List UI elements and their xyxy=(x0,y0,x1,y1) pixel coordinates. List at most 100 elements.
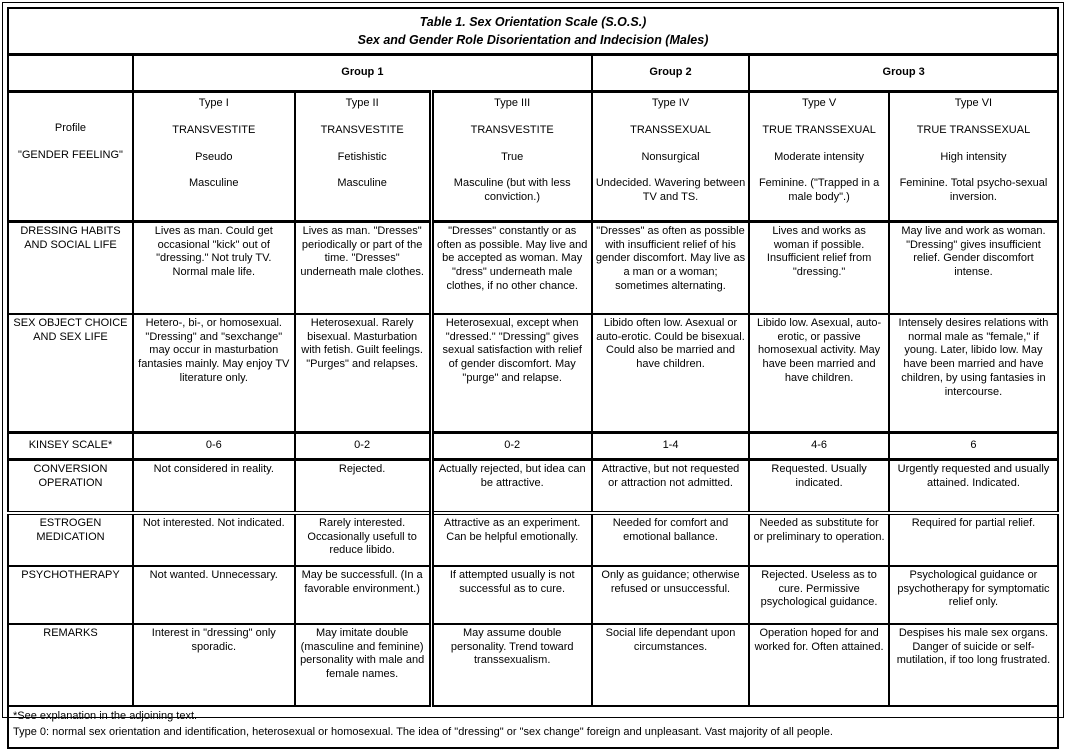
type-number: Type III xyxy=(494,97,531,109)
type-header-2: Type II TRANSVESTITE Fetishistic Masculi… xyxy=(293,90,433,223)
table-cell: 0-6 xyxy=(131,431,296,461)
table-cell: Not interested. Not indicated. xyxy=(131,511,296,567)
table-cell: Lives and works as woman if possible. In… xyxy=(748,220,890,315)
footnotes: *See explanation in the adjoining text. … xyxy=(7,704,1059,749)
table-cell: Needed for comfort and emotional ballanc… xyxy=(590,511,751,567)
type-feeling: Masculine xyxy=(189,177,239,190)
table-cell: Requested. Usually indicated. xyxy=(748,458,890,515)
table-cell: Lives as man. "Dresses" periodically or … xyxy=(293,220,433,315)
type-name: TRANSVESTITE xyxy=(320,123,404,136)
type-feeling: Feminine. Total psycho-sexual inversion. xyxy=(899,177,1048,203)
table-title-line-1: Table 1. Sex Orientation Scale (S.O.S.) xyxy=(419,14,647,29)
table-cell: May be successfull. (In a favorable envi… xyxy=(293,564,433,625)
type-number: Type IV xyxy=(651,97,690,109)
row-label: KINSEY SCALE* xyxy=(7,431,134,461)
type-name: TRANSVESTITE xyxy=(172,123,256,136)
row-label: DRESSING HABITS AND SOCIAL LIFE xyxy=(7,220,134,315)
table-cell: May assume double personality. Trend tow… xyxy=(428,622,593,707)
table-cell: Not considered in reality. xyxy=(131,458,296,515)
table-cell: Rarely interested. Occasionally usefull … xyxy=(293,511,433,567)
table-cell: Intensely desires relations with normal … xyxy=(887,312,1060,434)
table-cell: Operation hoped for and worked for. Ofte… xyxy=(748,622,890,707)
type-number: Type V xyxy=(801,97,837,109)
table-cell: Attractive, but not requested or attract… xyxy=(590,458,751,515)
table-cell: 4-6 xyxy=(748,431,890,461)
table-cell: Only as guidance; otherwise refused or u… xyxy=(590,564,751,625)
table-cell: 0-2 xyxy=(293,431,433,461)
group-header-empty xyxy=(7,53,134,93)
type-subtype: True xyxy=(501,150,524,163)
table-cell: Lives as man. Could get occasional "kick… xyxy=(131,220,296,315)
type-subtype: Nonsurgical xyxy=(641,150,700,163)
table-cell: "Dresses" constantly or as often as poss… xyxy=(428,220,593,315)
table-cell: Psychological guidance or psychotherapy … xyxy=(887,564,1060,625)
type-feeling: Feminine. ("Trapped in a male body".) xyxy=(758,177,880,203)
type-name: TRUE TRANSSEXUAL xyxy=(762,123,876,136)
type-name: TRANSVESTITE xyxy=(470,123,554,136)
table-cell: May imitate double (masculine and femini… xyxy=(293,622,433,707)
group-header-3: Group 3 xyxy=(748,53,1059,93)
group-header-1: Group 1 xyxy=(131,53,593,93)
table-cell: Urgently requested and usually attained.… xyxy=(887,458,1060,515)
table-cell: Hetero-, bi-, or homosexual. "Dressing" … xyxy=(131,312,296,434)
profile-header-row: Profile "GENDER FEELING" Type I TRANSVES… xyxy=(7,90,1060,223)
table-cell: If attempted usually is not successful a… xyxy=(428,564,593,625)
table-cell: Not wanted. Unnecessary. xyxy=(131,564,296,625)
table-cell: Heterosexual, except when "dressed." "Dr… xyxy=(428,312,593,434)
type-name: TRANSSEXUAL xyxy=(630,123,711,136)
table-cell: May live and work as woman. "Dressing" g… xyxy=(887,220,1060,315)
group-header-row: Group 1 Group 2 Group 3 xyxy=(7,53,1059,93)
sos-table: Table 1. Sex Orientation Scale (S.O.S.) … xyxy=(7,7,1060,749)
table-row-sex-object: SEX OBJECT CHOICE AND SEX LIFE Hetero-, … xyxy=(7,312,1060,434)
type-feeling: Masculine (but with less conviction.) xyxy=(453,177,571,203)
type-subtype: Moderate intensity xyxy=(774,150,865,163)
type-header-4: Type IV TRANSSEXUAL Nonsurgical Undecide… xyxy=(590,90,751,223)
table-cell: "Dresses" as often as possible with insu… xyxy=(590,220,751,315)
table-cell: Actually rejected, but idea can be attra… xyxy=(428,458,593,515)
table-cell: Interest in "dressing" only sporadic. xyxy=(131,622,296,707)
table-cell: Required for partial relief. xyxy=(887,511,1060,567)
type-number: Type VI xyxy=(954,97,993,109)
type-feeling: Undecided. Wavering between TV and TS. xyxy=(595,177,746,203)
footnote-row: *See explanation in the adjoining text. … xyxy=(7,704,1059,749)
row-label: PSYCHOTHERAPY xyxy=(7,564,134,625)
table-cell: 0-2 xyxy=(428,431,593,461)
table-cell: Social life dependant upon circumstances… xyxy=(590,622,751,707)
row-label: SEX OBJECT CHOICE AND SEX LIFE xyxy=(7,312,134,434)
type-subtype: Pseudo xyxy=(195,150,233,163)
type-number: Type I xyxy=(198,97,229,109)
table-cell: 1-4 xyxy=(590,431,751,461)
table-cell: Libido often low. Asexual or auto-erotic… xyxy=(590,312,751,434)
type-name: TRUE TRANSSEXUAL xyxy=(916,123,1031,136)
type-header-3: Type III TRANSVESTITE True Masculine (bu… xyxy=(428,90,593,223)
row-label: CONVERSION OPERATION xyxy=(7,458,134,515)
table-row-psychotherapy: PSYCHOTHERAPY Not wanted. Unnecessary. M… xyxy=(7,564,1060,625)
footnote-line-2: Type 0: normal sex orientation and ident… xyxy=(13,725,833,738)
profile-label-line-2: "GENDER FEELING" xyxy=(17,148,123,161)
table-cell: Libido low. Asexual, auto-erotic, or pas… xyxy=(748,312,890,434)
table-cell: Rejected. xyxy=(293,458,433,515)
table-row-dressing: DRESSING HABITS AND SOCIAL LIFE Lives as… xyxy=(7,220,1060,315)
row-label-profile: Profile "GENDER FEELING" xyxy=(7,90,134,223)
row-label: REMARKS xyxy=(7,622,134,707)
table-title-line-2: Sex and Gender Role Disorientation and I… xyxy=(357,33,709,47)
type-header-1: Type I TRANSVESTITE Pseudo Masculine xyxy=(131,90,296,223)
profile-label-line-1: Profile xyxy=(54,122,87,134)
type-feeling: Masculine xyxy=(337,177,387,190)
table-cell: 6 xyxy=(887,431,1060,461)
table-cell: Heterosexual. Rarely bisexual. Masturbat… xyxy=(293,312,433,434)
title-row: Table 1. Sex Orientation Scale (S.O.S.) … xyxy=(7,7,1059,56)
type-number: Type II xyxy=(345,97,379,109)
table-row-kinsey: KINSEY SCALE* 0-6 0-2 0-2 1-4 4-6 6 xyxy=(7,431,1060,461)
table-title: Table 1. Sex Orientation Scale (S.O.S.) … xyxy=(7,7,1059,56)
type-header-6: Type VI TRUE TRANSSEXUAL High intensity … xyxy=(887,90,1060,223)
row-label: ESTROGEN MEDICATION xyxy=(7,511,134,567)
group-header-2: Group 2 xyxy=(590,53,751,93)
type-header-5: Type V TRUE TRANSSEXUAL Moderate intensi… xyxy=(748,90,890,223)
table-row-remarks: REMARKS Interest in "dressing" only spor… xyxy=(7,622,1060,707)
table-cell: Despises his male sex organs. Danger of … xyxy=(887,622,1060,707)
table-row-estrogen: ESTROGEN MEDICATION Not interested. Not … xyxy=(7,511,1060,567)
table-cell: Needed as substitute for or preliminary … xyxy=(748,511,890,567)
table-cell: Rejected. Useless as to cure. Permissive… xyxy=(748,564,890,625)
